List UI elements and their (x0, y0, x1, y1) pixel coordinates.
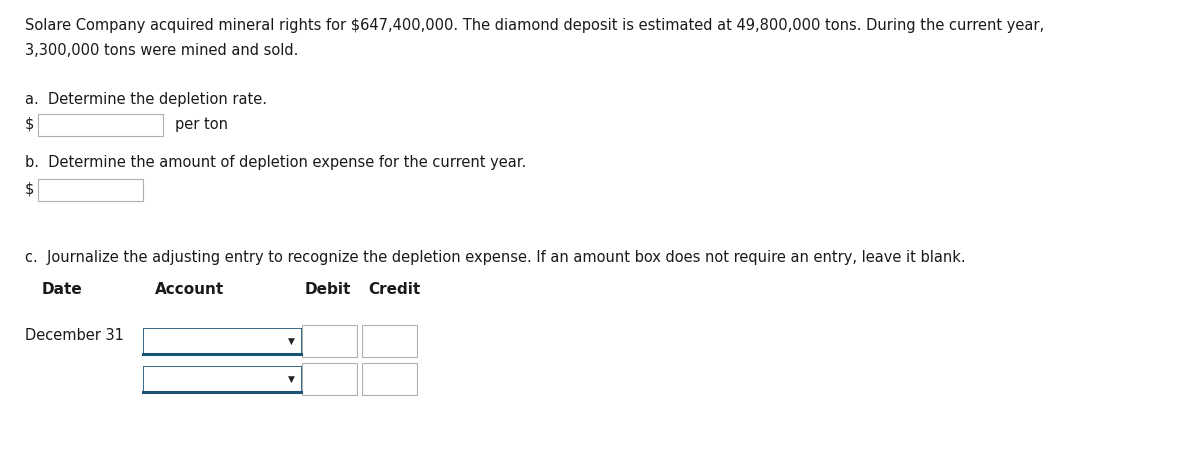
FancyBboxPatch shape (302, 325, 358, 357)
FancyBboxPatch shape (362, 363, 418, 395)
Text: Date: Date (42, 282, 83, 297)
Text: per ton: per ton (175, 117, 228, 132)
Text: Debit: Debit (305, 282, 352, 297)
Text: December 31: December 31 (25, 328, 124, 343)
Text: Account: Account (155, 282, 224, 297)
FancyBboxPatch shape (38, 179, 143, 201)
Text: $: $ (25, 182, 35, 197)
Bar (143, 366, 301, 392)
FancyBboxPatch shape (302, 363, 358, 395)
Text: Solare Company acquired mineral rights for $647,400,000. The diamond deposit is : Solare Company acquired mineral rights f… (25, 18, 1044, 33)
FancyBboxPatch shape (38, 114, 163, 136)
Bar (143, 328, 301, 354)
FancyBboxPatch shape (362, 325, 418, 357)
Text: 3,300,000 tons were mined and sold.: 3,300,000 tons were mined and sold. (25, 43, 299, 58)
Text: Credit: Credit (368, 282, 420, 297)
Text: ▼: ▼ (288, 336, 294, 345)
Text: ▼: ▼ (288, 374, 294, 383)
Text: $: $ (25, 117, 35, 132)
Text: c.  Journalize the adjusting entry to recognize the depletion expense. If an amo: c. Journalize the adjusting entry to rec… (25, 250, 966, 265)
Text: b.  Determine the amount of depletion expense for the current year.: b. Determine the amount of depletion exp… (25, 155, 527, 170)
Text: a.  Determine the depletion rate.: a. Determine the depletion rate. (25, 92, 266, 107)
